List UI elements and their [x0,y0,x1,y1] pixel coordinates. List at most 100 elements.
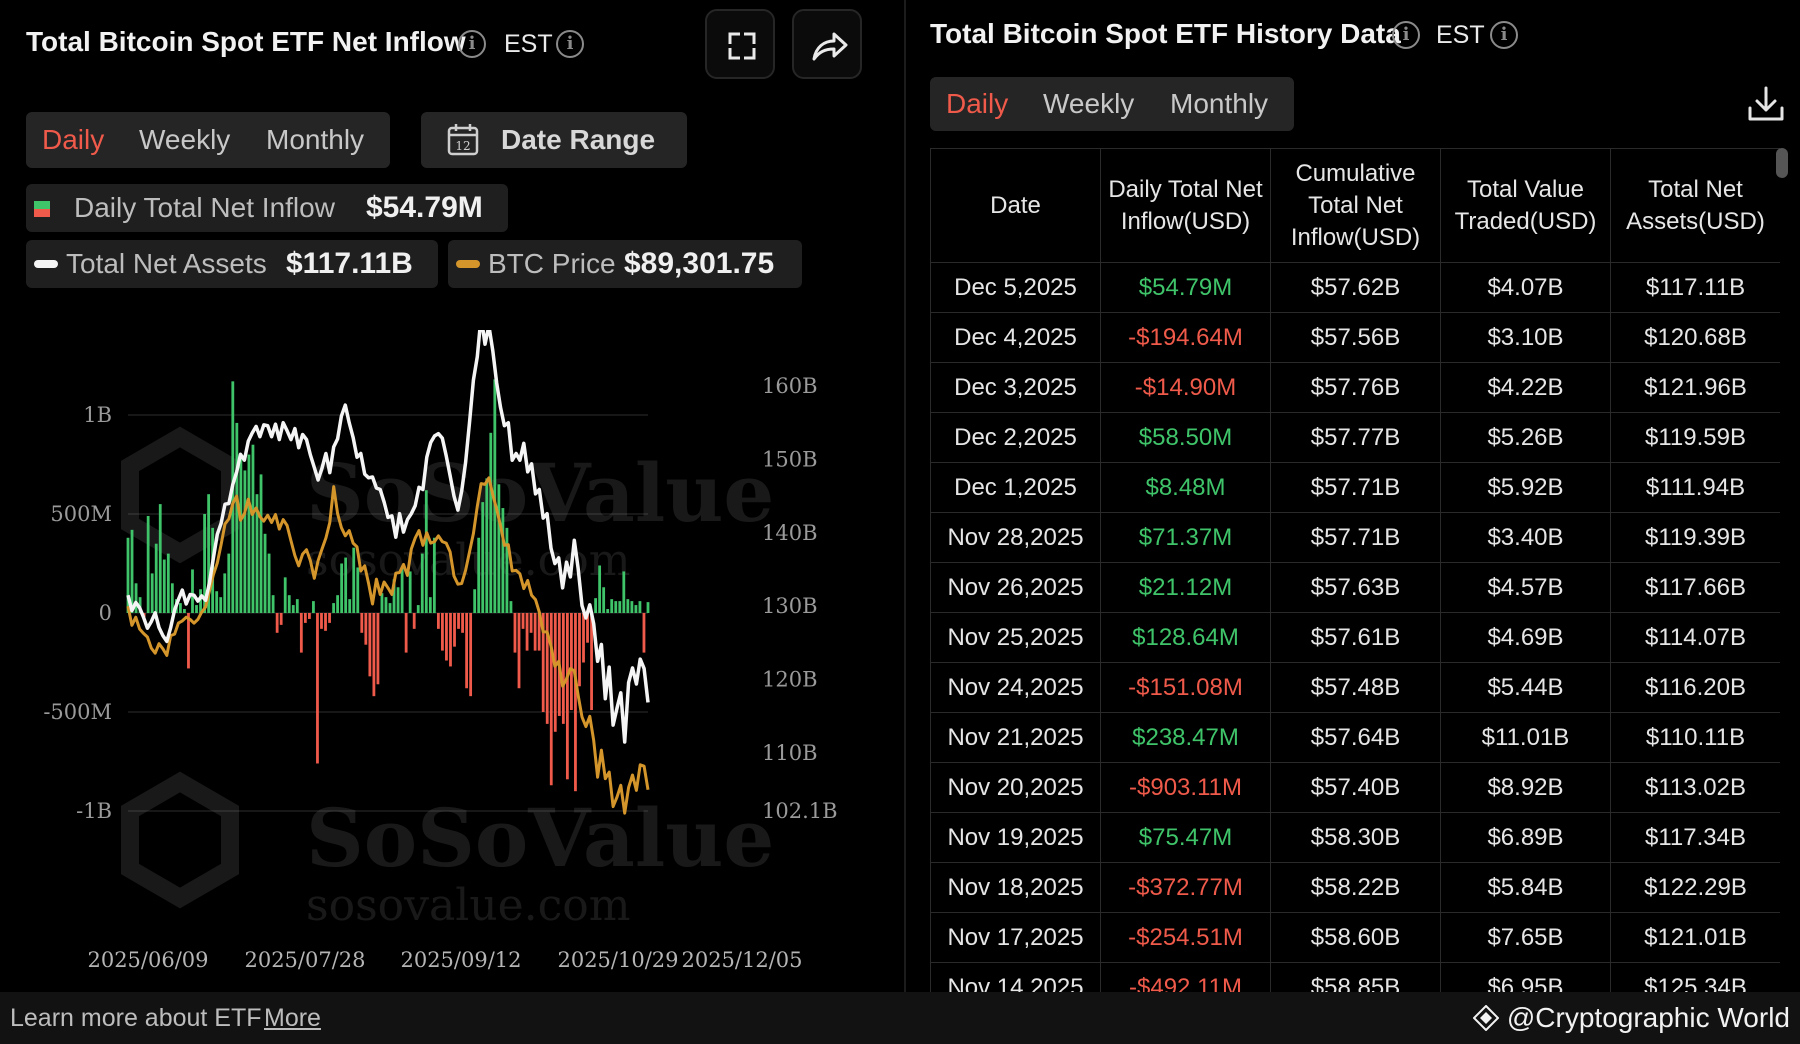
cell-net-assets: $119.39B [1610,512,1780,563]
inflow-bar [130,529,134,613]
y-left-tick: 500M [50,502,112,526]
inflow-chart[interactable]: SoSoValuesosovalue.comSoSoValuesosovalue… [0,330,904,992]
cell-value-traded: $7.65B [1440,912,1611,963]
table-scrollbar[interactable] [1776,148,1788,178]
history-info-icon[interactable]: i [1392,21,1420,49]
cell-daily-inflow: $58.50M [1100,412,1271,463]
history-tab-weekly[interactable]: Weekly [1043,88,1135,119]
cell-date: Dec 3,2025 [930,362,1101,413]
inflow-bar [291,605,295,613]
inflow-bar [634,605,638,613]
table-row: Nov 21,2025 $238.47M $57.64B $11.01B $110.11… [930,712,1780,763]
fullscreen-icon [728,32,756,60]
cell-value-traded: $3.10B [1440,312,1611,363]
cell-daily-inflow: -$903.11M [1100,762,1271,813]
inflow-bar [392,579,396,613]
table-row: Nov 28,2025 $71.37M $57.71B $3.40B $119.39B [930,512,1780,563]
chart-period-tabs: Daily Weekly Monthly [26,112,390,168]
learn-more-text: Learn more about ETF [10,1004,262,1032]
inflow-bar [602,587,606,613]
cell-value-traded: $6.95B [1440,962,1611,992]
inflow-bar [614,601,618,613]
inflow-bar [541,613,545,712]
btc-price-label: BTC Price [488,248,616,279]
inflow-bar [356,567,360,613]
cell-cumulative: $57.48B [1270,662,1441,713]
total-assets-label: Total Net Assets [66,248,267,279]
history-tab-monthly[interactable]: Monthly [1170,88,1269,119]
inflow-bar [158,504,162,613]
chart-axis-labels: 1.5B1B500M0-500M-1B169.54B160B150B140B13… [43,374,837,972]
cell-daily-inflow: $71.37M [1100,512,1271,563]
y-right-tick: 120B [762,668,818,692]
inflow-bar [610,599,614,613]
table-header-row: Date Daily Total Net Inflow(USD) Cumulat… [930,148,1780,263]
download-icon[interactable] [1746,84,1786,124]
history-period-tabs: Daily Weekly Monthly [930,77,1294,131]
date-range-label: Date Range [501,124,656,155]
cell-net-assets: $117.34B [1610,812,1780,863]
col-date: Date [930,148,1101,263]
inflow-bar [199,589,202,613]
inflow-bar [166,553,170,613]
y-right-tick: 160B [762,374,818,398]
inflow-bar [432,537,436,613]
cell-cumulative: $57.76B [1270,362,1441,413]
inflow-bar [287,595,291,613]
more-link[interactable]: More [264,1004,321,1032]
chart-panel-title: Total Bitcoin Spot ETF Net Inflow [26,26,466,57]
date-range-button[interactable]: 12 Date Range [421,112,687,168]
total-assets-value: $117.11B [286,247,413,280]
inflow-bar [489,432,493,613]
cell-date: Nov 17,2025 [930,912,1101,963]
history-tab-daily[interactable]: Daily [946,88,1009,119]
cell-cumulative: $57.71B [1270,462,1441,513]
cell-value-traded: $6.89B [1440,812,1611,863]
fullscreen-button[interactable] [705,9,775,79]
history-timezone-info-icon[interactable]: i [1490,21,1518,49]
btc-price-value: $89,301.75 [624,247,775,280]
inflow-bar [307,613,311,619]
inflow-bar [400,567,404,613]
history-table: Date Daily Total Net Inflow(USD) Cumulat… [930,148,1780,992]
inflow-bar [594,598,597,613]
cell-net-assets: $117.66B [1610,562,1780,613]
cell-net-assets: $113.02B [1610,762,1780,813]
tab-monthly[interactable]: Monthly [266,124,365,155]
cell-cumulative: $57.71B [1270,512,1441,563]
cell-net-assets: $111.94B [1610,462,1780,513]
info-icon[interactable]: i [458,30,486,58]
table-row: Nov 24,2025 -$151.08M $57.48B $5.44B $116.20… [930,662,1780,713]
cell-value-traded: $4.22B [1440,362,1611,413]
share-button[interactable] [792,9,862,79]
inflow-bar [505,527,509,613]
inflow-bar [352,547,356,613]
inflow-bar [529,613,533,633]
history-table-container[interactable]: Date Daily Total Net Inflow(USD) Cumulat… [930,148,1780,992]
inflow-bar [626,599,630,613]
inflow-bar [231,381,235,613]
inflow-bar [376,613,380,685]
cell-net-assets: $117.11B [1610,262,1780,313]
table-row: Dec 1,2025 $8.48M $57.71B $5.92B $111.94B [930,462,1780,513]
inflow-bar [618,601,622,613]
tab-weekly[interactable]: Weekly [139,124,231,155]
cell-daily-inflow: -$372.77M [1100,862,1271,913]
timezone-info-icon[interactable]: i [556,30,584,58]
table-row: Nov 19,2025 $75.47M $58.30B $6.89B $117.34B [930,812,1780,863]
tab-daily[interactable]: Daily [42,124,105,155]
inflow-bar [380,593,384,613]
inflow-bar [295,599,299,613]
inflow-bar [638,601,642,613]
cell-value-traded: $11.01B [1440,712,1611,763]
inflow-bar [606,609,610,613]
inflow-bar [428,597,432,613]
cell-daily-inflow: $75.47M [1100,812,1271,863]
inflow-bar [396,587,400,613]
inflow-bar [469,613,473,697]
inflow-bar [388,603,392,613]
inflow-bar [642,613,646,653]
inflow-bar [191,569,194,613]
cell-daily-inflow: -$492.11M [1100,962,1271,992]
inflow-bar [477,537,481,613]
